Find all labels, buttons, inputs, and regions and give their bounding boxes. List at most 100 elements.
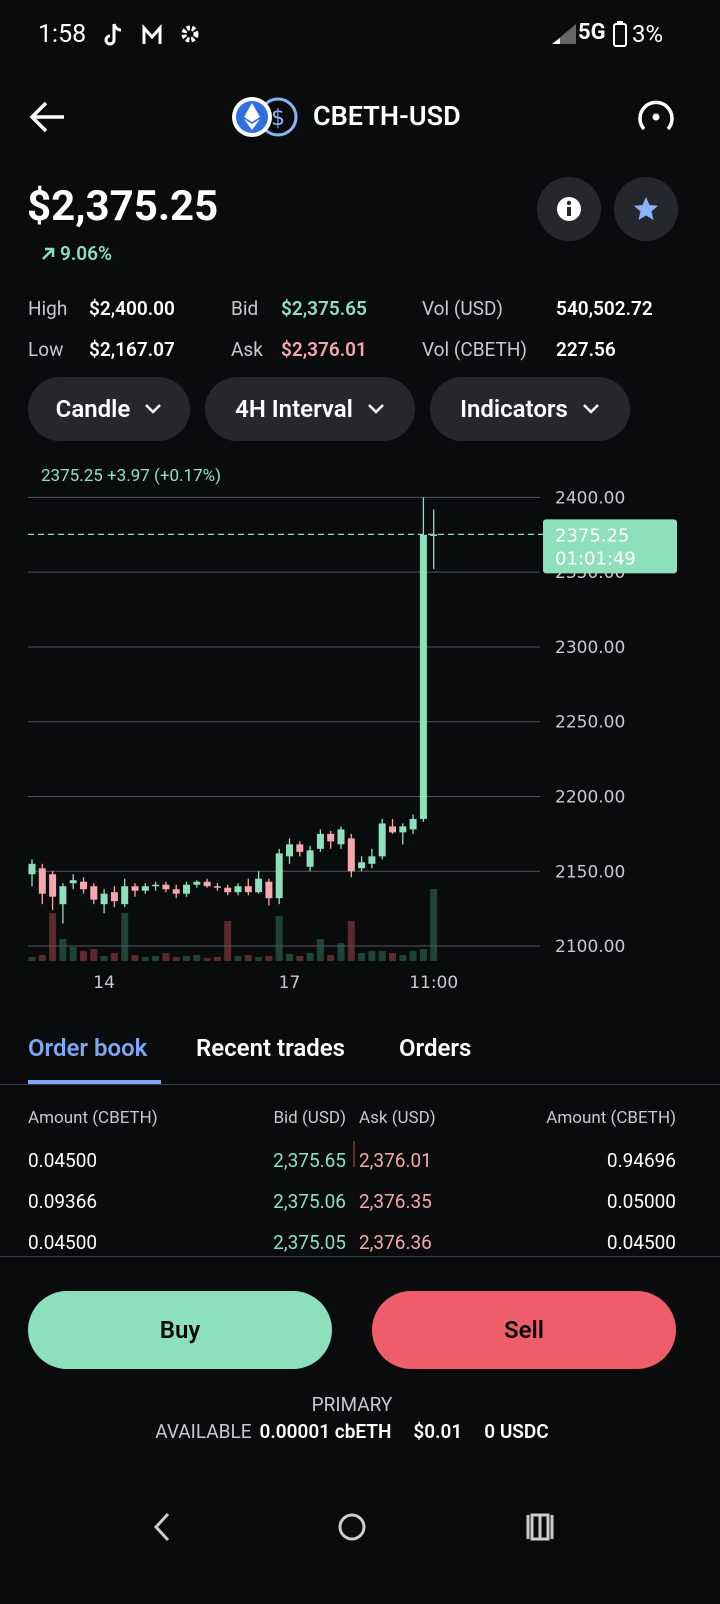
status-icons bbox=[104, 23, 199, 46]
divider bbox=[0, 1256, 720, 1257]
indicators-button[interactable]: Indicators bbox=[430, 377, 630, 441]
candle-body bbox=[234, 886, 242, 893]
candle-body bbox=[347, 838, 355, 872]
coin-icons: $ bbox=[232, 97, 298, 137]
candle-body bbox=[224, 887, 232, 893]
candle-body bbox=[327, 833, 335, 842]
candle-body bbox=[409, 818, 417, 830]
volume-bar bbox=[389, 953, 396, 961]
nav-bar bbox=[153, 1512, 554, 1542]
candle-body bbox=[131, 886, 139, 891]
volume-bar bbox=[265, 956, 273, 961]
order-cell: 2,376.01 bbox=[359, 1149, 432, 1172]
candle-body bbox=[286, 844, 293, 857]
candle-body bbox=[80, 881, 87, 890]
candlestick-chart: 2100.002150.002200.002250.002300.002350.… bbox=[28, 488, 677, 993]
column-header: Bid (USD) bbox=[273, 1108, 346, 1128]
volume-bar bbox=[38, 955, 46, 961]
candle-body bbox=[172, 889, 180, 894]
sell-button[interactable]: Sell bbox=[372, 1291, 676, 1369]
volume-bar bbox=[80, 951, 87, 961]
stat-label: Vol (USD) bbox=[422, 297, 504, 320]
order-cell: 2,376.36 bbox=[359, 1231, 432, 1254]
stat-label: Vol (CBETH) bbox=[422, 338, 528, 361]
volume-bar bbox=[244, 955, 252, 961]
gauge-button[interactable] bbox=[636, 99, 676, 135]
account-title: PRIMARY bbox=[311, 1393, 393, 1416]
nav-recents[interactable] bbox=[526, 1513, 554, 1541]
tab-active[interactable]: Order book bbox=[28, 1034, 148, 1062]
y-tick-label: 2150.00 bbox=[555, 862, 625, 882]
tab-underline bbox=[28, 1080, 161, 1084]
network: 5G bbox=[578, 20, 606, 45]
up-arrow bbox=[42, 247, 55, 260]
candle-body bbox=[296, 844, 304, 852]
tab[interactable]: Recent trades bbox=[196, 1034, 345, 1062]
chevron bbox=[145, 404, 162, 414]
candle-body bbox=[419, 534, 427, 819]
nav-home[interactable] bbox=[338, 1513, 366, 1541]
volume-bar bbox=[141, 957, 149, 961]
volume-bar bbox=[110, 953, 118, 961]
stat-value: $2,376.01 bbox=[281, 338, 367, 361]
candle-body bbox=[430, 534, 438, 536]
volume-bar bbox=[378, 951, 386, 961]
order-cell: 0.04500 bbox=[28, 1149, 98, 1172]
price-change: 9.06% bbox=[60, 242, 112, 265]
order-cell: 2,375.06 bbox=[273, 1190, 346, 1213]
volume-bar bbox=[368, 951, 376, 961]
candle-body bbox=[378, 823, 386, 857]
candle-body bbox=[213, 886, 221, 888]
y-tick-label: 2250.00 bbox=[555, 713, 625, 733]
volume-bar bbox=[399, 955, 407, 961]
stat-value: $2,167.07 bbox=[89, 338, 175, 361]
back-button[interactable] bbox=[28, 100, 68, 134]
price: $2,375.25 bbox=[27, 182, 219, 231]
candle-body bbox=[389, 826, 396, 833]
volume-bar bbox=[152, 956, 160, 961]
order-cell: 2,376.35 bbox=[359, 1190, 432, 1213]
volume-bar bbox=[286, 954, 293, 961]
stat-value: $2,400.00 bbox=[89, 297, 175, 320]
info-favorite[interactable] bbox=[537, 177, 681, 241]
stat-label: Low bbox=[28, 338, 64, 361]
stat-value: $2,375.65 bbox=[281, 297, 367, 320]
order-cell: 0.04500 bbox=[28, 1231, 98, 1254]
candle-body bbox=[28, 863, 36, 875]
pair-title: CBETH-USD bbox=[313, 100, 461, 132]
volume-bar bbox=[69, 947, 77, 961]
order-cell: 2,375.05 bbox=[273, 1231, 346, 1254]
candle-body bbox=[141, 886, 149, 891]
volume-bar bbox=[430, 889, 438, 961]
candle-body bbox=[337, 829, 345, 845]
volume-bar bbox=[131, 955, 139, 961]
volume-bar bbox=[316, 939, 324, 961]
tab[interactable]: Orders bbox=[399, 1034, 472, 1062]
candle-body bbox=[38, 868, 46, 894]
candle-body bbox=[368, 856, 376, 864]
candle-body bbox=[49, 874, 57, 897]
volume-bar bbox=[234, 956, 242, 961]
volume-bar bbox=[49, 913, 57, 961]
candle-body bbox=[152, 884, 160, 887]
nav-back[interactable] bbox=[153, 1512, 170, 1542]
candle-body bbox=[275, 853, 283, 899]
y-tick-label: 2300.00 bbox=[555, 638, 625, 658]
interval-button[interactable]: 4H Interval bbox=[205, 377, 415, 441]
button-label: Indicators bbox=[460, 395, 568, 423]
order-cell: 0.94696 bbox=[606, 1149, 676, 1172]
volume-bar bbox=[28, 957, 36, 961]
candle-body bbox=[265, 881, 273, 899]
chart-type-button[interactable]: Candle bbox=[28, 377, 190, 441]
chevron bbox=[368, 404, 384, 414]
y-tick-label: 2200.00 bbox=[555, 787, 625, 807]
chart-summary: 2375.25 +3.97 (+0.17%) bbox=[41, 466, 222, 486]
buy-button[interactable]: Buy bbox=[28, 1291, 332, 1369]
x-tick-label: 11:00 bbox=[409, 973, 458, 993]
column-header: Amount (CBETH) bbox=[28, 1108, 158, 1128]
signal-icon bbox=[552, 24, 576, 44]
candle-body bbox=[100, 893, 108, 905]
volume-bar bbox=[121, 913, 129, 961]
candle-body bbox=[399, 826, 407, 833]
